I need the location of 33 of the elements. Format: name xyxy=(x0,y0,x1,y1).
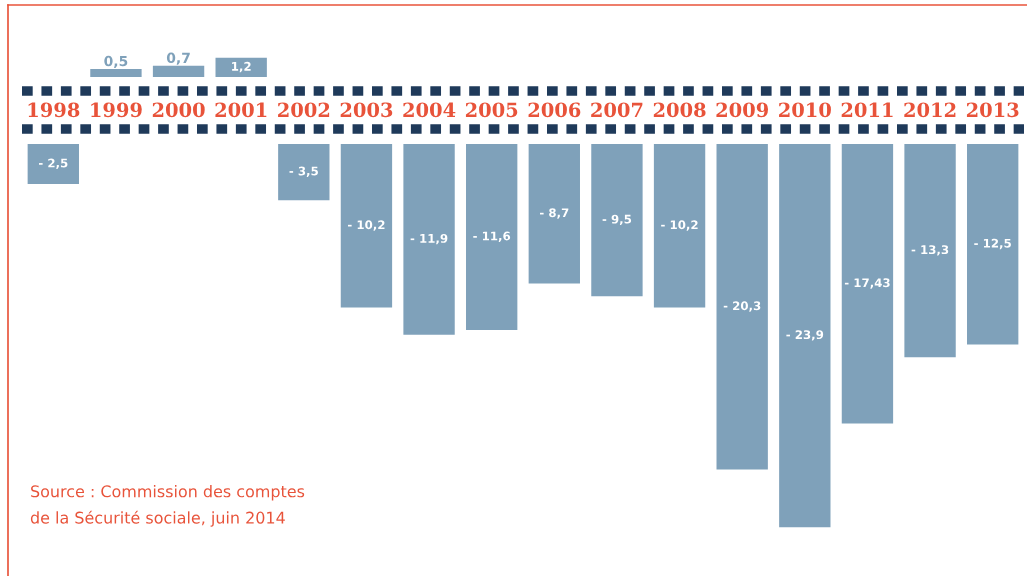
x-tick-label: 2012 xyxy=(904,102,956,118)
x-tick-label: 2002 xyxy=(278,102,330,118)
x-tick-label: 2010 xyxy=(779,102,831,118)
x-tick-label: 2009 xyxy=(716,102,769,118)
x-tick-label: 2004 xyxy=(403,102,456,118)
data-label: - 2,5 xyxy=(38,158,68,169)
data-label: - 12,5 xyxy=(974,238,1011,250)
data-label: - 11,6 xyxy=(473,231,511,242)
x-tick-label: 2013 xyxy=(966,102,1019,118)
x-tick-label: 2008 xyxy=(653,102,706,118)
data-label: - 23,9 xyxy=(786,330,824,341)
data-label: 0,7 xyxy=(166,52,190,65)
x-tick-label: 2011 xyxy=(841,102,893,118)
x-tick-label: 2001 xyxy=(215,102,267,118)
data-label: - 8,7 xyxy=(539,208,569,219)
data-label: - 13,3 xyxy=(911,245,949,256)
annotation: Source : Commission des comptes de la Sécurité sociale, juin 2014 xyxy=(30,485,305,527)
data-label: - 17,43 xyxy=(844,278,890,289)
x-tick-label: 2003 xyxy=(340,102,393,118)
data-label: - 20,3 xyxy=(723,301,761,312)
x-tick-label: 2000 xyxy=(152,102,205,118)
data-label: 0,5 xyxy=(104,55,128,69)
data-label: - 10,2 xyxy=(348,220,385,231)
x-tick-label: 1998 xyxy=(28,102,80,118)
data-label: - 9,5 xyxy=(602,214,632,226)
data-label: - 11,9 xyxy=(410,233,448,245)
x-tick-label: 2007 xyxy=(591,102,643,118)
data-label: - 3,5 xyxy=(289,166,318,177)
x-tick-label: 2006 xyxy=(528,102,581,118)
data-label: - 10,2 xyxy=(661,220,698,231)
x-tick-label: 2005 xyxy=(465,102,518,118)
x-tick-label: 1999 xyxy=(91,102,142,118)
data-label: 1,2 xyxy=(232,61,251,73)
